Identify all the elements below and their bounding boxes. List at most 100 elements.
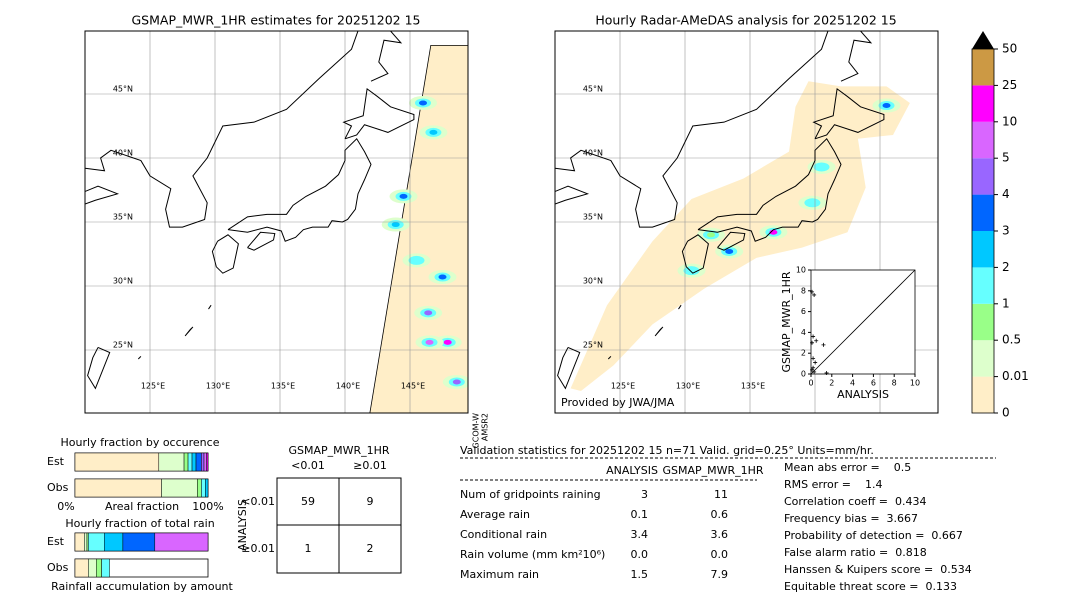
colorbar-tick-label: 10 [1002,114,1017,128]
scatter-point [814,338,819,343]
rain-core [808,200,817,206]
bar-segment [201,478,206,498]
bar-segment [203,452,207,472]
lat-label: 35°N [583,213,603,222]
colorbar-bin [972,121,994,159]
lat-label: 30°N [113,277,133,286]
cell: 59 [301,495,315,508]
scatter-point [810,367,815,372]
x-axis-label: Rainfall accumulation by amount [51,580,233,593]
score: Hanssen & Kuipers score = 0.534 [784,563,972,576]
stats-header: Validation statistics for 20251202 15 n=… [460,444,874,457]
rain-core [419,100,427,106]
lon-label: 130°E [676,382,700,391]
colorbar-tick-label: 3 [1002,224,1010,238]
lon-label: 145°E [401,382,425,391]
lat-label: 40°N [113,149,133,158]
scatter-point [811,334,816,339]
colorbar-bin [972,49,994,86]
rain-core [391,222,400,228]
colorbar-bin [972,85,994,122]
cell: 0.6 [711,508,729,521]
rain-core [443,339,452,345]
diagonal [810,269,916,375]
row-label: Est [47,455,65,468]
sensor-label: AMSR2 [481,413,490,441]
x-tick-label: 8 [892,379,897,388]
rain-core [452,379,461,385]
bar-segment [206,452,209,472]
cell: 9 [367,495,374,508]
bar-segment [205,478,209,498]
row-label: Maximum rain [460,568,539,581]
coastline [227,138,372,242]
row-label: ≥0.01 [241,542,275,555]
rain-core [817,164,826,170]
bar-segment [96,558,102,578]
rain-core [412,257,421,263]
row-label: Obs [47,561,69,574]
colorbar-bin [972,376,994,413]
bar-segment [74,478,162,498]
coastline [137,356,142,360]
x-tick-label: 2 [829,379,834,388]
cell: 3.6 [711,528,729,541]
bar-segment [191,452,197,472]
col-label: <0.01 [291,459,325,472]
cell: 0.0 [631,548,649,561]
coastline [247,231,276,251]
row-label: Rain volume (mm km²10⁶) [460,548,605,561]
coastline [85,31,359,228]
lon-label: 125°E [611,382,635,391]
y-tick-label: 6 [801,307,806,316]
scatter-point [821,342,826,347]
bar-segment [84,532,88,552]
coastline [607,356,612,360]
map-title: GSMAP_MWR_1HR estimates for 20251202 15 [132,13,421,28]
x-tick-label: 100% [192,500,223,513]
scatter-point [813,360,818,365]
score: False alarm ratio = 0.818 [784,546,927,559]
sensor-label: GCOM-W [472,413,481,449]
bar-segment [88,532,105,552]
coastline [678,304,682,310]
col-header: ANALYSIS [606,464,658,477]
rain-core [429,129,438,135]
x-tick-label: 4 [850,379,855,388]
map-frame [84,30,469,414]
colorbar-tick-label: 25 [1002,78,1017,92]
coastline [681,234,709,274]
lat-label: 35°N [113,213,133,222]
fraction-title: Hourly fraction by occurence [61,436,220,449]
score: Equitable threat score = 0.133 [784,580,957,593]
rain-core [438,274,447,280]
x-tick-label: 10 [910,379,920,388]
cell: 1 [305,542,312,555]
map-title: Hourly Radar-AMeDAS analysis for 2025120… [595,13,896,28]
bar-segment [104,532,124,552]
fraction-title: Hourly fraction of total rain [65,517,214,530]
lat-label: 25°N [583,341,603,350]
scatter-point [810,340,815,345]
coastline [697,138,842,242]
scatter-point [811,365,816,370]
row-label: Est [47,535,65,548]
rain-core [424,310,433,316]
credit: Provided by JWA/JMA [561,396,675,409]
bar-segment [101,558,110,578]
rain-core [882,103,891,109]
lat-label: 45°N [113,85,133,94]
coastline [812,87,885,140]
y-tick-label: 8 [801,286,806,295]
colorbar-extend [972,31,994,49]
lat-label: 45°N [583,85,603,94]
row-label: Average rain [460,508,530,521]
row-label: Conditional rain [460,528,547,541]
bar-segment [74,532,85,552]
cell: 3 [641,488,648,501]
lon-label: 135°E [271,382,295,391]
scatter-point [824,370,829,375]
y-tick-label: 10 [796,266,806,275]
colorbar-tick-label: 4 [1002,187,1010,201]
cell: 1.5 [631,568,649,581]
